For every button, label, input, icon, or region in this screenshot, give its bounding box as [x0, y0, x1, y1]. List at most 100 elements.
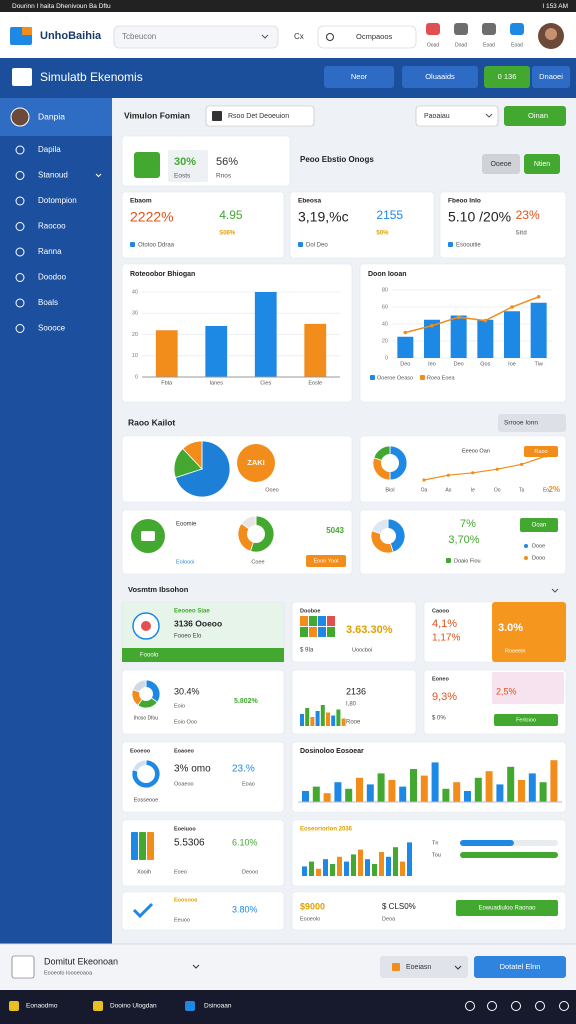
status-glyph [141, 531, 155, 541]
toolbar-button[interactable] [402, 66, 478, 88]
taskbar-icon[interactable] [185, 1001, 195, 1011]
y-tick-label: 20 [382, 338, 388, 344]
bar [539, 782, 547, 802]
tab-active[interactable] [524, 154, 560, 174]
section-dropdown[interactable] [498, 414, 566, 432]
card [359, 509, 567, 575]
search-box[interactable] [113, 25, 279, 49]
x-tick-label: Ta [519, 487, 525, 493]
chart-title: Doon Iooan [368, 271, 407, 278]
card-button[interactable] [494, 714, 558, 726]
bar [518, 780, 525, 802]
card-note: $ 0% [432, 716, 446, 722]
card-value: 6.10% [232, 837, 258, 847]
app-name: UnhoBaihia [40, 30, 102, 42]
progress-label: Tou [432, 852, 441, 858]
card-icon-dot [141, 621, 151, 631]
bottom-icon [11, 955, 35, 979]
bar [155, 330, 178, 377]
y-tick-label: 30 [132, 311, 138, 317]
badge-label: ZAKI [247, 458, 265, 467]
bar [379, 852, 384, 876]
card-value: 2,5% [496, 686, 517, 696]
chevron [95, 173, 102, 178]
legend-label: Dooe [532, 543, 545, 549]
header-icon[interactable] [482, 23, 496, 35]
card-title: Eoeiuoo [174, 826, 196, 832]
bar [316, 868, 321, 876]
nav-icon [15, 196, 25, 206]
kpi-value: 5.10 /20% [448, 209, 511, 225]
dropdown-icon [392, 963, 400, 971]
card [121, 819, 285, 887]
bottom-dropdown[interactable] [380, 956, 468, 978]
header-icon[interactable] [454, 23, 468, 35]
system-bar [0, 0, 576, 12]
dropdown-label: Eoeiasn [406, 964, 431, 971]
bar [453, 782, 461, 802]
pattern [309, 627, 317, 637]
card-value: $9000 [300, 901, 325, 911]
legend-label: Ooeroe Oeaso [377, 375, 413, 381]
kpi-value-secondary: 2155 [376, 208, 403, 222]
x-tick-label: Ioe [508, 361, 516, 367]
bar [323, 793, 331, 802]
kpi-value: 3,19,%c [298, 209, 349, 225]
bar [420, 775, 428, 802]
filter[interactable] [205, 105, 315, 127]
bar [464, 791, 471, 802]
toolbar-button[interactable] [324, 66, 394, 88]
card-value: 30.4% [174, 686, 200, 696]
line-point [520, 462, 524, 466]
card-button[interactable] [520, 518, 558, 532]
icon-label: Doad [455, 42, 467, 48]
line-point [471, 471, 475, 475]
nav-icon [15, 171, 25, 180]
bar [302, 866, 307, 876]
legend-dot [524, 544, 528, 548]
header-icon[interactable] [510, 23, 524, 35]
section-title: Vimulon Fomian [124, 110, 190, 120]
kpi-note: S06% [219, 231, 236, 237]
bar [400, 861, 405, 876]
x-tick-label: Cies [260, 380, 271, 386]
nav-icon [15, 273, 25, 282]
bar [309, 861, 314, 876]
card-title: Eoneo [432, 676, 449, 682]
pattern [318, 627, 326, 637]
card-title: Eoomie [176, 522, 197, 528]
line-point [456, 315, 461, 320]
dropdown[interactable] [415, 105, 499, 127]
taskbar-icon[interactable] [9, 1001, 19, 1011]
bar [393, 847, 398, 876]
pattern [309, 616, 317, 626]
card-note: Uoocboi [352, 647, 372, 653]
primary-button[interactable] [504, 106, 566, 126]
card-note: Eeuoo [174, 917, 190, 923]
bar [442, 788, 450, 802]
bar [377, 773, 385, 802]
toolbar-button[interactable] [484, 66, 530, 88]
button-label: Dnaoei [539, 72, 563, 81]
summary-values-bg [168, 150, 208, 182]
card-footer [122, 648, 284, 662]
header-icon[interactable] [426, 23, 440, 35]
taskbar-icon[interactable] [93, 1001, 103, 1011]
donut-label: Coee [251, 559, 264, 565]
kpi-bullet [298, 242, 303, 247]
card-label: Xooih [137, 869, 151, 875]
summary-value: 56% [216, 156, 238, 168]
tab[interactable] [482, 154, 520, 174]
card-value: 3.80% [232, 904, 258, 914]
toolbar-button[interactable] [532, 66, 570, 88]
search-alt-box[interactable] [317, 25, 417, 49]
card [289, 191, 435, 259]
card-button[interactable] [306, 555, 346, 567]
donut-hole [137, 765, 155, 783]
bottom-button[interactable] [474, 956, 566, 978]
card-button[interactable] [456, 900, 558, 916]
nav-icon [15, 145, 25, 155]
card-icon [139, 832, 146, 860]
pie-slice [182, 440, 203, 471]
bar [410, 769, 417, 802]
